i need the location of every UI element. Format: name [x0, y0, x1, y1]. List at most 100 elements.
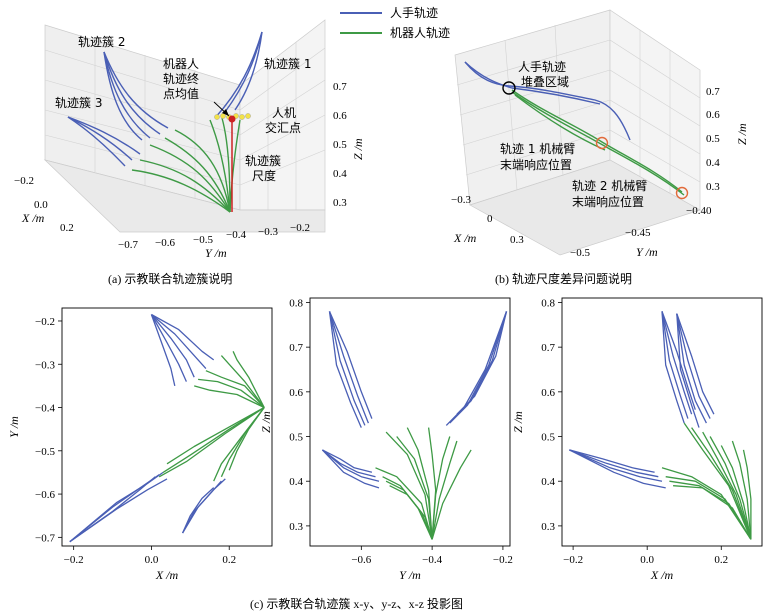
y-tick-label: 0.3	[541, 521, 555, 533]
panel-a: 轨迹簇 2 轨迹簇 3 轨迹簇 1 机器人 轨迹终 点均值 人机 交汇点 轨迹簇…	[14, 19, 365, 286]
human-trajectory-line	[150, 314, 187, 382]
panel-a-y-tick: −0.2	[290, 222, 310, 234]
x-tick-label: −0.2	[563, 554, 583, 566]
y-axis-label: Y /m	[7, 416, 21, 438]
x-tick-label: −0.4	[422, 554, 442, 566]
panel-b: 人手轨迹 堆叠区域 轨迹 1 机械臂 末端响应位置 轨迹 2 机械臂 末端响应位…	[451, 9, 749, 286]
pane-floor	[43, 159, 326, 233]
panel-a-robot-line	[174, 129, 231, 213]
plot-frame	[61, 307, 273, 547]
robot-trajectory-line	[691, 427, 752, 540]
robot-trajectory-line	[375, 467, 433, 540]
robot-trajectory-line	[709, 436, 752, 540]
panel-a-human-line	[67, 116, 133, 161]
human-trajectory-line	[676, 313, 711, 419]
y-tick-label: −0.7	[35, 532, 55, 544]
panel-a-robot-line	[229, 119, 241, 213]
robot-trajectory-line	[431, 449, 472, 540]
panel-b-y-tick: −0.40	[686, 205, 712, 217]
panel-b-y-label: Y /m	[636, 245, 658, 259]
panel-b-t1-label-2: 末端响应位置	[500, 157, 572, 172]
projection-xy: −0.2 0.0 0.2 −0.2 −0.3 −0.4 −0.5 −0.6 −0.7 X /m Y …	[7, 307, 273, 582]
human-trajectory-line	[661, 311, 685, 424]
panel-b-robot-line	[514, 94, 606, 151]
panel-a-robot-end-label-2: 轨迹终	[163, 71, 199, 86]
robot-trajectory-line	[158, 406, 265, 478]
y-tick-label: −0.4	[35, 403, 55, 415]
panel-a-z-tick: 0.5	[333, 139, 347, 151]
panel-b-x-tick: −0.3	[451, 194, 471, 206]
y-tick-label: 0.4	[541, 476, 555, 488]
panel-b-y-tick: −0.45	[625, 227, 651, 239]
panel-b-t2-marker	[675, 186, 689, 200]
panel-b-t1-label-1: 轨迹 1 机械臂	[500, 141, 575, 156]
panel-a-y-tick: −0.3	[258, 226, 278, 238]
human-trajectory-line	[449, 311, 508, 424]
projection-yz: −0.6 −0.4 −0.2 0.8 0.7 0.6 0.5 0.4 0.3 Y /m Z /m	[259, 297, 513, 582]
panel-a-z-label: Z /m	[351, 138, 365, 160]
panel-b-robot-line	[511, 89, 683, 193]
y-tick-label: 0.8	[289, 297, 303, 309]
human-trajectory-line	[661, 311, 696, 410]
robot-trajectory-line	[232, 351, 265, 408]
panel-c-caption: (c) 示教联合轨迹簇 x-y、y-z、x-z 投影图	[250, 596, 463, 611]
robot-trajectory-line	[702, 431, 752, 540]
panel-a-y-tick: −0.6	[155, 237, 175, 249]
legend-human-label: 人手轨迹	[390, 6, 438, 20]
human-trajectory-line	[151, 313, 215, 361]
panel-a-human-line	[234, 31, 263, 111]
y-tick-label: 0.7	[541, 342, 555, 354]
panel-b-x-tick: 0	[487, 213, 493, 225]
human-trajectory-line	[661, 311, 689, 419]
panel-a-meet-label-1: 人机	[272, 106, 296, 120]
panel-a-meet-label-2: 交汇点	[265, 120, 301, 135]
robot-trajectory-line	[720, 445, 752, 540]
y-tick-label: 0.8	[541, 297, 555, 309]
panel-a-cluster2-label: 轨迹簇 2	[78, 34, 125, 49]
human-trajectory-line	[182, 478, 226, 534]
robot-trajectory-line	[673, 485, 752, 540]
human-trajectory-line	[676, 313, 707, 424]
panel-a-scale-label-1: 轨迹簇	[245, 153, 281, 168]
panel-a-human-line	[103, 51, 169, 129]
x-tick-label: 0.0	[145, 554, 159, 566]
y-tick-label: 0.5	[541, 432, 555, 444]
panel-b-robot-trajectories	[511, 89, 685, 196]
panel-a-x-tick: 0.2	[60, 222, 74, 234]
panel-a-robot-line	[139, 159, 231, 213]
panel-b-t2-label-1: 轨迹 2 机械臂	[572, 178, 647, 193]
robot-trajectory-line	[427, 427, 437, 540]
y-axis-label: Z /m	[511, 411, 525, 433]
human-trajectory-line	[569, 449, 666, 489]
panel-a-z-tick: 0.3	[333, 197, 347, 209]
panel-b-z-tick: 0.4	[706, 157, 720, 169]
panel-b-caption: (b) 轨迹尺度差异问题说明	[495, 271, 632, 286]
panel-a-y-tick: −0.5	[193, 234, 213, 246]
human-trajectory-line	[150, 314, 176, 387]
y-axis-label: Z /m	[259, 411, 273, 433]
robot-trajectory-line	[213, 407, 265, 482]
panel-a-x-tick: −0.2	[14, 175, 34, 187]
panel-b-z-tick: 0.6	[706, 109, 720, 121]
robot-trajectory-line	[742, 449, 752, 540]
human-trajectory-line	[150, 314, 207, 370]
y-tick-label: 0.6	[289, 387, 303, 399]
pane-floor	[469, 159, 701, 256]
y-tick-label: −0.5	[35, 446, 55, 458]
y-tick-label: −0.2	[35, 316, 55, 328]
robot-trajectory-line	[385, 431, 433, 540]
x-tick-label: −0.2	[493, 554, 513, 566]
panel-b-z-ticks: 0.7 0.6 0.5 0.4 0.3 Z /m	[706, 86, 749, 193]
panel-b-y-tick: −0.5	[570, 247, 590, 259]
plot-frame	[309, 297, 511, 547]
human-trajectory-line	[676, 313, 700, 428]
panel-a-y-label: Y /m	[205, 246, 227, 260]
panel-b-human-trajectories	[464, 61, 631, 141]
panel-a-human-line	[103, 51, 151, 139]
panel-b-z-tick: 0.7	[706, 86, 720, 98]
y-tick-label: −0.6	[35, 489, 55, 501]
human-trajectory-line	[69, 471, 164, 543]
panel-b-stack-label-2: 堆叠区域	[521, 75, 569, 89]
robot-trajectory-line	[661, 467, 752, 540]
panel-b-z-label: Z /m	[735, 123, 749, 145]
